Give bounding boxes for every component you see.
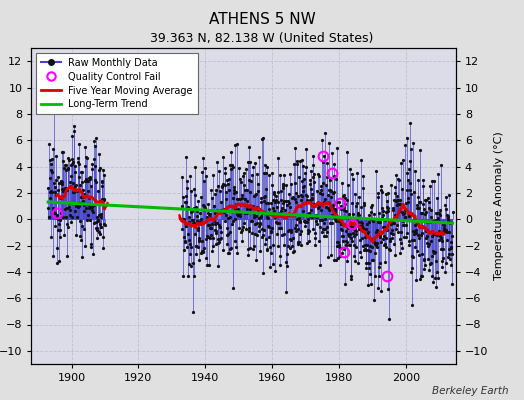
Text: Berkeley Earth: Berkeley Earth xyxy=(432,386,508,396)
Legend: Raw Monthly Data, Quality Control Fail, Five Year Moving Average, Long-Term Tren: Raw Monthly Data, Quality Control Fail, … xyxy=(36,53,198,114)
Y-axis label: Temperature Anomaly (°C): Temperature Anomaly (°C) xyxy=(494,132,504,280)
Text: 39.363 N, 82.138 W (United States): 39.363 N, 82.138 W (United States) xyxy=(150,32,374,45)
Text: ATHENS 5 NW: ATHENS 5 NW xyxy=(209,12,315,27)
